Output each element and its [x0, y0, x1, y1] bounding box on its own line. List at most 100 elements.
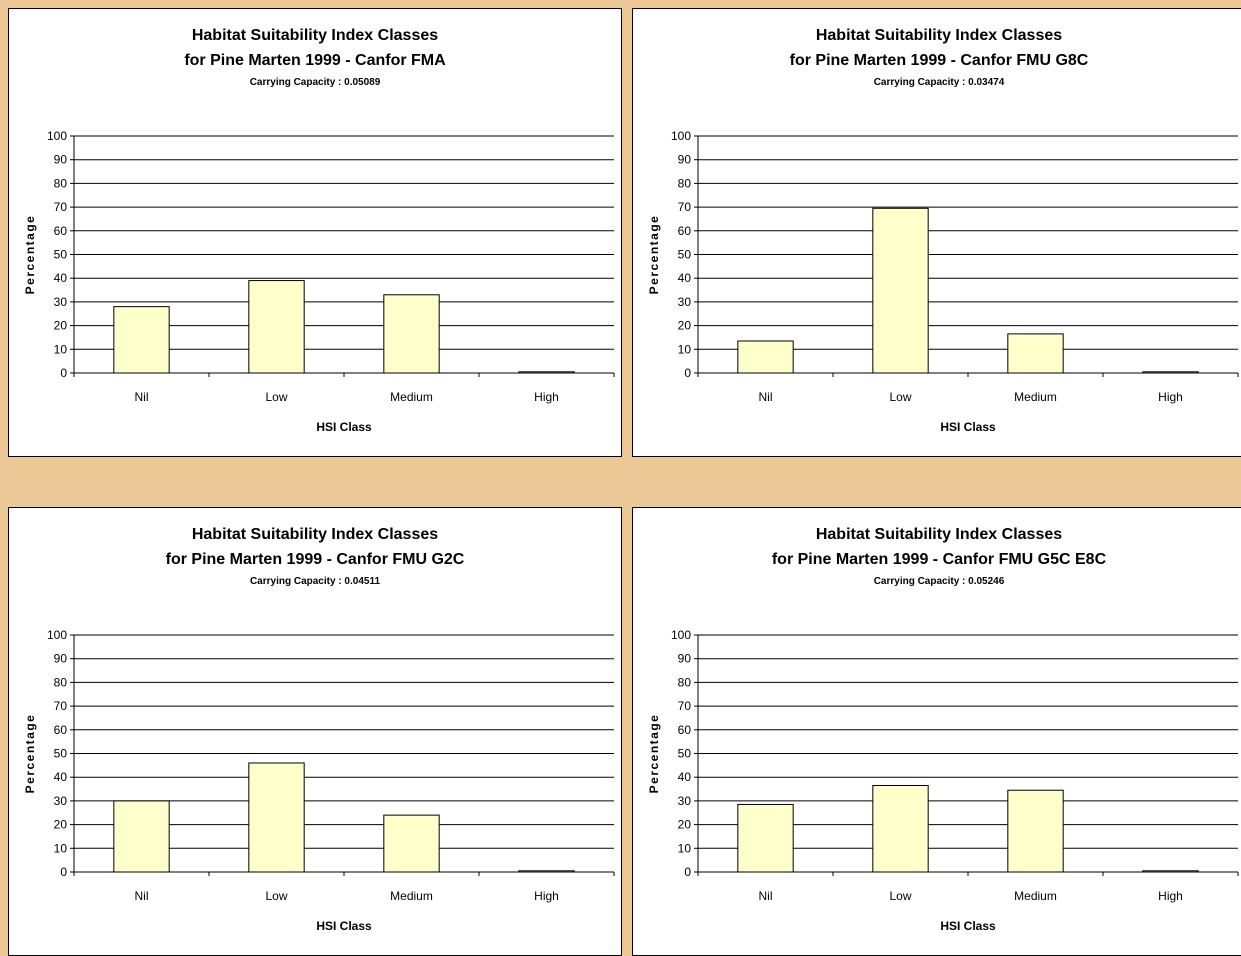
- y-tick-label: 20: [678, 818, 692, 832]
- y-tick-label: 10: [678, 841, 692, 855]
- x-tick-label: High: [534, 390, 559, 404]
- y-axis-title: Percentage: [23, 215, 37, 295]
- y-tick-label: 10: [54, 342, 68, 356]
- bar-nil: [113, 306, 170, 374]
- x-axis-title: HSI Class: [940, 420, 996, 434]
- chart-subtitle: for Pine Marten 1999 - Canfor FMU G8C: [789, 52, 1089, 69]
- bar-medium: [1007, 333, 1064, 374]
- bar-high: [1142, 870, 1199, 873]
- y-tick-label: 0: [60, 366, 67, 380]
- y-tick-label: 90: [678, 153, 692, 167]
- chart-title: Habitat Suitability Index Classes: [191, 526, 439, 543]
- bar-low: [872, 784, 929, 873]
- y-tick-label: 20: [54, 818, 68, 832]
- y-tick-label: 70: [54, 200, 68, 214]
- bar-high: [518, 371, 575, 374]
- chart-panel-g8c: Habitat Suitability Index Classes for Pi…: [632, 8, 1241, 457]
- x-tick-label: Medium: [390, 390, 433, 404]
- bar-nil: [737, 340, 794, 374]
- x-tick-label: Low: [265, 889, 287, 903]
- bar-medium: [1007, 789, 1064, 873]
- bar-nil: [737, 803, 794, 873]
- x-tick-label: Nil: [135, 889, 149, 903]
- y-tick-label: 80: [678, 176, 692, 190]
- bar-nil: [113, 800, 170, 873]
- y-tick-label: 10: [54, 841, 68, 855]
- chart-subtitle: for Pine Marten 1999 - Canfor FMU G5C E8…: [771, 551, 1107, 568]
- y-tick-label: 50: [678, 747, 692, 761]
- y-tick-label: 90: [54, 153, 68, 167]
- y-tick-label: 30: [678, 295, 692, 309]
- y-tick-label: 100: [671, 628, 691, 642]
- y-axis-title: Percentage: [647, 714, 661, 794]
- chart-panel-g2c: Habitat Suitability Index Classes for Pi…: [8, 507, 622, 956]
- x-tick-label: Nil: [759, 889, 773, 903]
- chart-panel-fma: Habitat Suitability Index Classes for Pi…: [8, 8, 622, 457]
- y-tick-label: 70: [678, 699, 692, 713]
- chart-subtitle: for Pine Marten 1999 - Canfor FMA: [184, 52, 446, 69]
- y-tick-label: 50: [54, 747, 68, 761]
- y-tick-label: 70: [678, 200, 692, 214]
- y-tick-label: 40: [54, 770, 68, 784]
- y-tick-label: 20: [678, 319, 692, 333]
- x-tick-label: Medium: [1014, 390, 1057, 404]
- x-tick-label: Low: [889, 390, 911, 404]
- y-tick-label: 60: [54, 224, 68, 238]
- y-tick-label: 0: [684, 865, 691, 879]
- y-tick-label: 30: [54, 295, 68, 309]
- y-tick-label: 40: [678, 271, 692, 285]
- y-tick-label: 0: [684, 366, 691, 380]
- y-tick-label: 80: [678, 675, 692, 689]
- chart-title: Habitat Suitability Index Classes: [191, 27, 439, 44]
- carrying-capacity-note: Carrying Capacity : 0.05089: [249, 77, 381, 88]
- chart-title: Habitat Suitability Index Classes: [815, 27, 1063, 44]
- y-tick-label: 40: [54, 271, 68, 285]
- bar-medium: [383, 814, 440, 873]
- y-tick-label: 60: [54, 723, 68, 737]
- x-tick-label: Low: [889, 889, 911, 903]
- bar-medium: [383, 294, 440, 374]
- bar-low: [248, 762, 305, 873]
- carrying-capacity-note: Carrying Capacity : 0.03474: [873, 77, 1005, 88]
- y-axis-title: Percentage: [23, 714, 37, 794]
- y-tick-label: 50: [678, 248, 692, 262]
- y-tick-label: 90: [54, 652, 68, 666]
- y-tick-label: 100: [47, 129, 67, 143]
- bar-chart-plot: 0 10 20 30 40 50 60 70 80 90 100 Nil Low Medium High HS…: [647, 129, 1239, 434]
- x-tick-label: Medium: [390, 889, 433, 903]
- y-tick-label: 100: [47, 628, 67, 642]
- y-tick-label: 60: [678, 224, 692, 238]
- x-tick-label: Nil: [759, 390, 773, 404]
- chart-title: Habitat Suitability Index Classes: [815, 526, 1063, 543]
- y-tick-label: 30: [54, 794, 68, 808]
- bar-high: [518, 870, 575, 873]
- y-tick-label: 10: [678, 342, 692, 356]
- bar-chart-plot: 0 10 20 30 40 50 60 70 80 90 100 Nil Low Medium High HS…: [23, 628, 615, 933]
- carrying-capacity-note: Carrying Capacity : 0.05246: [873, 576, 1005, 587]
- y-tick-label: 70: [54, 699, 68, 713]
- y-tick-label: 20: [54, 319, 68, 333]
- x-tick-label: High: [534, 889, 559, 903]
- y-tick-label: 40: [678, 770, 692, 784]
- x-axis-title: HSI Class: [316, 919, 372, 933]
- y-axis-title: Percentage: [647, 215, 661, 295]
- y-tick-label: 100: [671, 129, 691, 143]
- bar-chart-plot: 0 10 20 30 40 50 60 70 80 90 100 Nil Low Medium High HS…: [647, 628, 1239, 933]
- y-tick-label: 30: [678, 794, 692, 808]
- bar-low: [872, 207, 929, 374]
- x-tick-label: Low: [265, 390, 287, 404]
- y-tick-label: 0: [60, 865, 67, 879]
- y-tick-label: 50: [54, 248, 68, 262]
- y-tick-label: 80: [54, 675, 68, 689]
- chart-panel-g5c-e8c: Habitat Suitability Index Classes for Pi…: [632, 507, 1241, 956]
- bar-low: [248, 280, 305, 374]
- x-tick-label: Nil: [135, 390, 149, 404]
- carrying-capacity-note: Carrying Capacity : 0.04511: [249, 576, 381, 587]
- chart-subtitle: for Pine Marten 1999 - Canfor FMU G2C: [165, 551, 465, 568]
- bar-chart-plot: 0 10 20 30 40 50 60 70 80 90 100 Nil Low Medium High HS…: [23, 129, 615, 434]
- bar-high: [1142, 371, 1199, 374]
- x-tick-label: High: [1158, 889, 1183, 903]
- x-axis-title: HSI Class: [940, 919, 996, 933]
- y-tick-label: 80: [54, 176, 68, 190]
- y-tick-label: 60: [678, 723, 692, 737]
